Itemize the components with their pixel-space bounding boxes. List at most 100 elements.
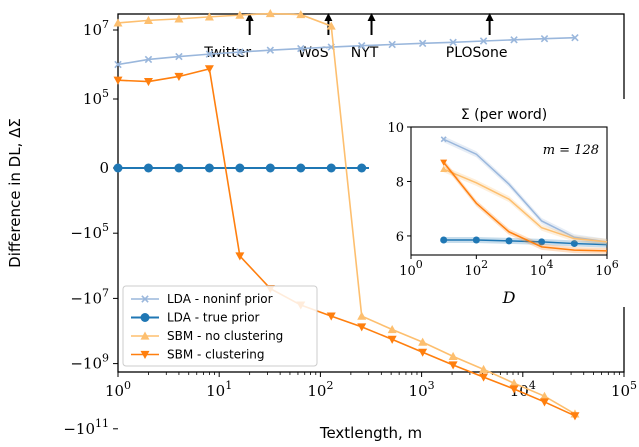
legend-entry: SBM - clustering	[131, 348, 265, 362]
data-point	[140, 350, 150, 359]
data-point	[448, 351, 458, 360]
data-point	[265, 163, 275, 173]
data-point	[113, 76, 123, 85]
data-point	[539, 391, 549, 400]
main-y-axis-label: Difference in DL, ΔΣ	[6, 118, 24, 268]
main-x-tick-label: 105	[611, 379, 637, 400]
inset-title: Σ (per word)	[461, 107, 547, 123]
data-point	[143, 15, 153, 24]
data-point	[440, 136, 447, 143]
data-point	[204, 163, 214, 173]
data-point	[174, 163, 184, 173]
data-point	[472, 236, 480, 244]
inset-series	[440, 165, 608, 245]
annotation-arrow-head	[367, 13, 376, 21]
data-point	[357, 163, 367, 173]
data-point	[113, 18, 123, 27]
inset-series-line	[443, 239, 608, 246]
data-point	[570, 412, 580, 421]
main-y-tick-label: 105	[83, 87, 109, 108]
data-point	[141, 295, 149, 303]
annotation-label: PLOSone	[446, 45, 508, 61]
data-point	[540, 34, 549, 43]
main-chart: 1001011021031041051091071050−105−107−109…	[6, 9, 637, 442]
main-x-tick-label: 102	[307, 379, 333, 400]
data-point	[296, 163, 306, 173]
data-point	[418, 39, 427, 48]
inset-series	[440, 236, 608, 248]
data-point	[326, 312, 336, 321]
data-point	[143, 77, 153, 87]
series-line	[117, 12, 576, 415]
main-x-tick-label: 101	[206, 379, 232, 400]
inset-series-line	[443, 168, 608, 243]
legend-label: SBM - no clustering	[167, 329, 283, 343]
data-point	[505, 237, 513, 245]
data-point	[235, 163, 245, 173]
inset-band	[443, 136, 607, 245]
data-point	[236, 48, 244, 56]
main-series-layer	[113, 9, 580, 421]
main-y-tick-label: −109	[70, 352, 109, 373]
data-point	[205, 50, 214, 58]
data-point	[479, 37, 488, 45]
data-point	[357, 42, 366, 50]
data-point	[143, 163, 153, 173]
data-point	[387, 335, 397, 344]
main-x-axis-label: Textlength, m	[319, 424, 422, 442]
data-point	[266, 46, 275, 54]
data-point	[140, 331, 150, 340]
data-point	[479, 364, 489, 373]
data-point	[387, 325, 397, 334]
dataset-annotations: Twitter WoS NYT PLOSone	[203, 13, 507, 61]
legend-label: LDA - noninf prior	[167, 292, 273, 306]
series-lda-noninf-prior	[114, 33, 579, 69]
main-x-tick-label: 103	[409, 379, 435, 400]
legend-box	[122, 285, 318, 367]
data-point	[388, 40, 396, 49]
legend-label: LDA - true prior	[167, 311, 260, 325]
inset-band	[443, 166, 607, 245]
data-point	[140, 313, 150, 322]
main-y-tick-label: −105	[70, 221, 109, 242]
data-point	[418, 337, 428, 346]
annotation-label: NYT	[351, 45, 379, 61]
data-point	[297, 44, 305, 53]
legend-entry: LDA - noninf prior	[131, 292, 273, 306]
data-point	[114, 60, 122, 69]
inset-series-layer	[440, 136, 608, 254]
data-point	[144, 55, 153, 64]
data-point	[440, 165, 448, 173]
data-point	[418, 348, 428, 357]
data-point	[357, 311, 367, 320]
legend: LDA - noninf prior LDA - true prior SBM - …	[122, 285, 318, 367]
data-point	[571, 33, 579, 42]
inset-y-tick-label: 8	[396, 175, 404, 190]
annotation-arrow-head	[485, 13, 494, 21]
data-point	[509, 378, 519, 387]
legend-entry: LDA - true prior	[131, 311, 260, 325]
main-y-tick-label: −1011	[63, 417, 109, 438]
inset-y-tick-label: 10	[387, 121, 404, 136]
inset-series	[440, 159, 608, 254]
series-line	[117, 36, 575, 66]
data-point	[440, 159, 448, 166]
annotation-arrow-head	[324, 13, 333, 21]
legend-label: SBM - clustering	[167, 348, 265, 362]
main-y-tick-label: −107	[70, 286, 109, 307]
inset-background	[369, 99, 625, 307]
inset-series-line	[443, 161, 608, 252]
inset-series	[440, 136, 608, 245]
data-point	[296, 10, 306, 19]
annotation-arrow-head	[245, 13, 254, 21]
inset-series-line	[443, 138, 608, 243]
series-line	[117, 67, 576, 417]
data-point	[538, 238, 546, 246]
data-point	[174, 72, 184, 81]
data-point	[265, 9, 275, 18]
data-point	[449, 38, 457, 47]
data-point	[174, 14, 184, 23]
data-point	[440, 236, 448, 244]
